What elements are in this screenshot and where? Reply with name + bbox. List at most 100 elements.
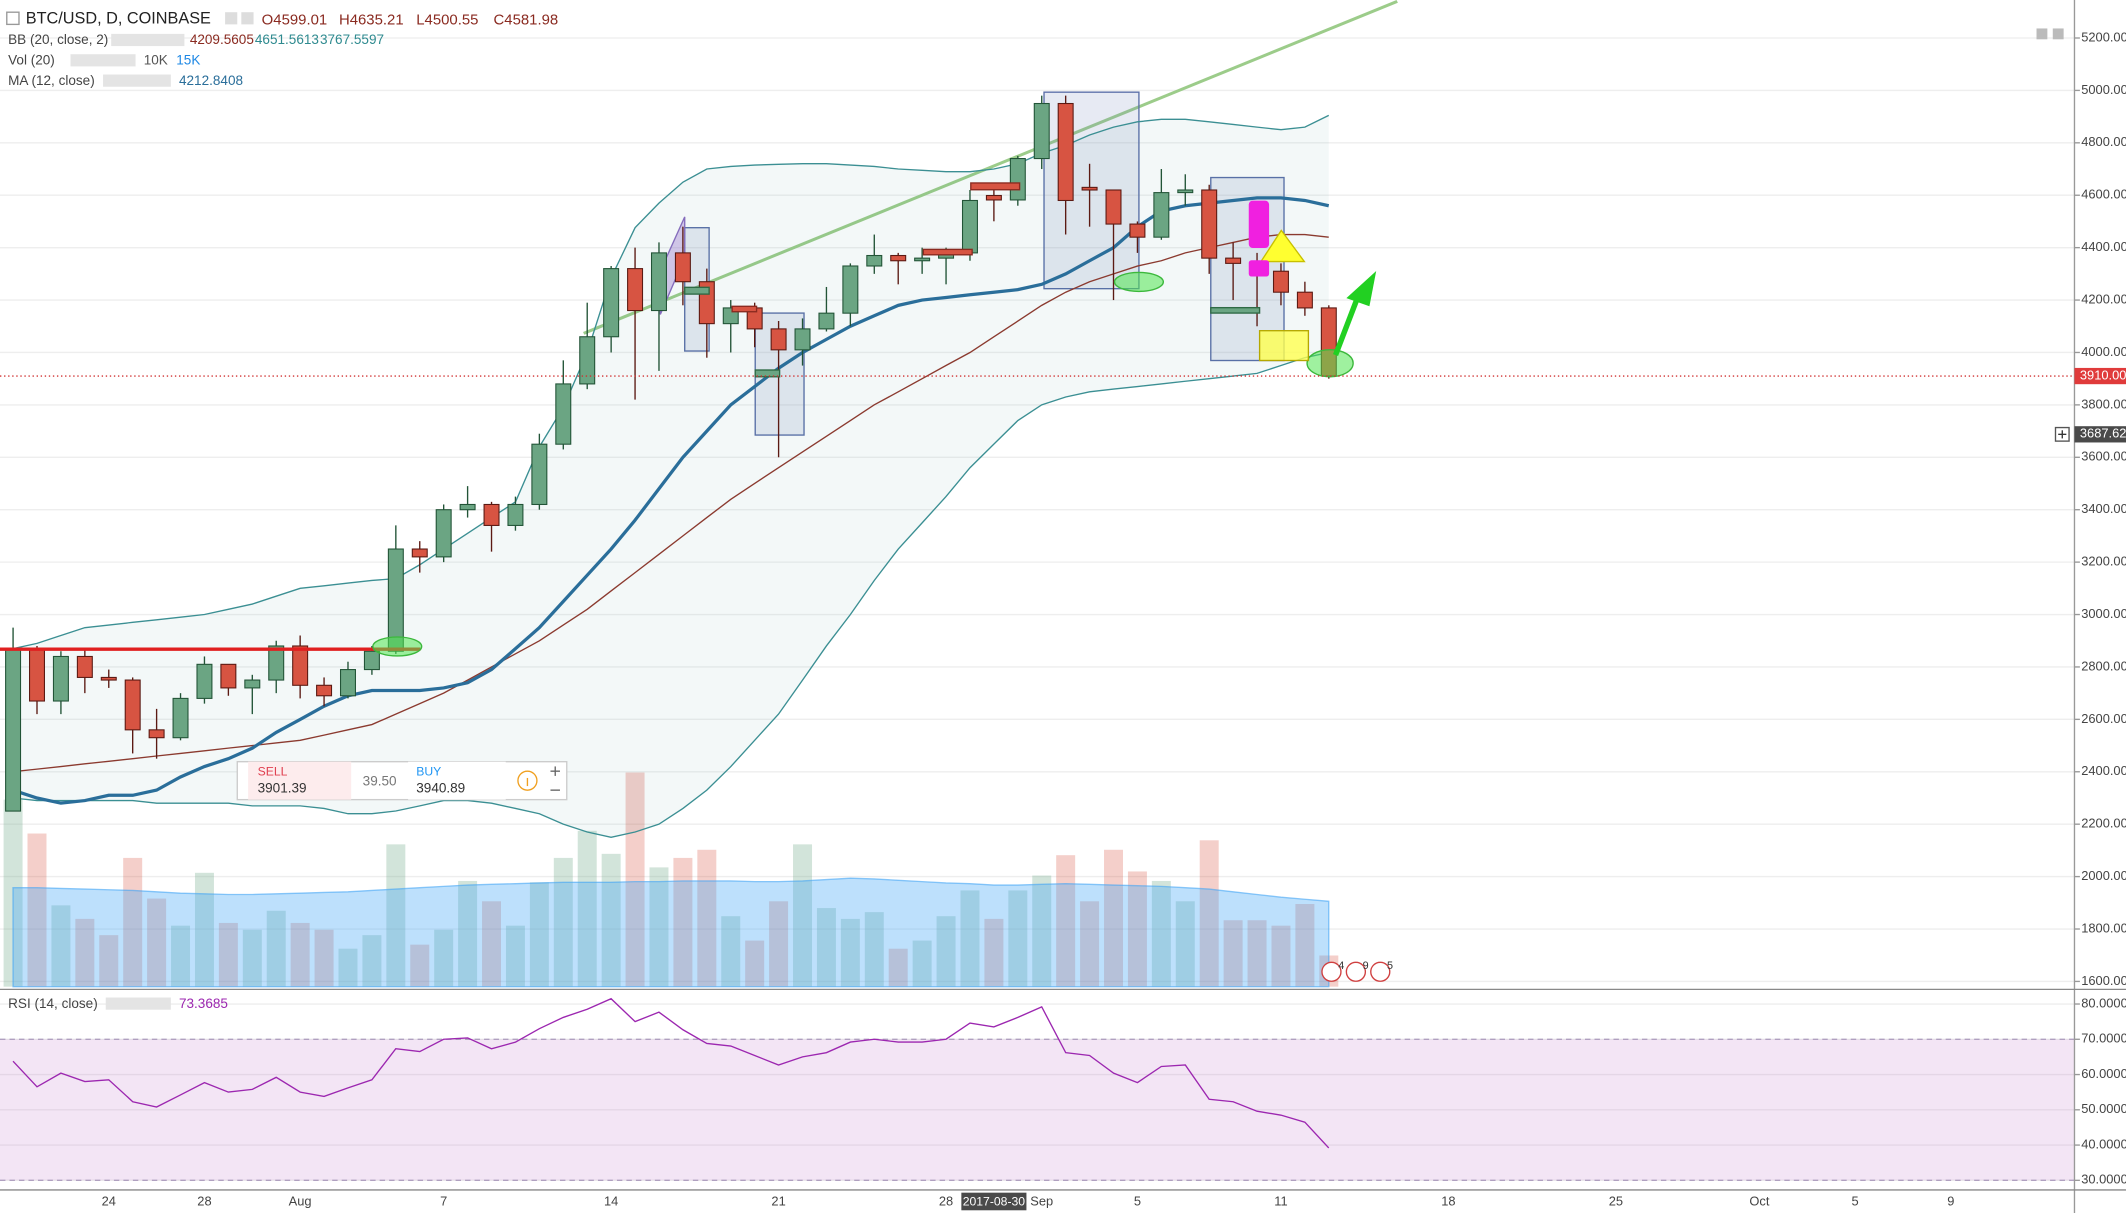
event-icon[interactable]: [1370, 961, 1391, 982]
vol-ma-value: 15K: [176, 53, 200, 68]
indicators: [12, 114, 1330, 1149]
y-tick-label: 50.0000: [2081, 1101, 2126, 1116]
volume-bar: [1199, 840, 1219, 987]
ellipse-drawing: [1306, 348, 1354, 378]
candle-body: [890, 254, 907, 262]
candle-body: [5, 648, 22, 812]
volume-bar: [1175, 901, 1195, 987]
candle-body: [52, 655, 69, 702]
candle-body: [220, 663, 237, 689]
sell-price: 3901.39: [258, 780, 307, 795]
volume-bar: [362, 935, 382, 987]
bb-lower: 3767.5597: [320, 32, 384, 47]
candle-body: [1129, 223, 1146, 238]
x-tick-label: 18: [1441, 1194, 1455, 1209]
y-tick-label: 2000.00: [2081, 868, 2126, 883]
rsi-line: [12, 997, 1330, 1149]
icons[interactable]: [111, 33, 185, 47]
volume-bar: [1247, 920, 1267, 987]
volume-bar: [1032, 875, 1052, 987]
candle-body: [507, 503, 524, 526]
candle-body: [531, 443, 548, 506]
candle-body: [818, 312, 835, 330]
x-tick-label: Oct: [1749, 1194, 1769, 1209]
y-tick-label: 2400.00: [2081, 763, 2126, 778]
candle-body: [674, 252, 691, 283]
volume-bar: [673, 857, 693, 987]
ma-line: [12, 196, 1330, 805]
volume-bar: [290, 922, 310, 987]
event-count: 5: [1387, 960, 1393, 972]
volume-bar: [1104, 849, 1124, 987]
candle-body: [961, 199, 978, 254]
volume-bar: [553, 857, 573, 987]
spread: 39.50: [363, 774, 397, 789]
buy-button[interactable]: [408, 761, 506, 800]
x-tick-label: 5: [1134, 1194, 1141, 1209]
crosshair-date-tag: [961, 1192, 1027, 1211]
volume-bar: [171, 925, 191, 987]
volume-bar: [434, 929, 454, 987]
volume-bar: [577, 830, 597, 987]
icons[interactable]: [105, 997, 171, 1010]
sell-button[interactable]: [248, 761, 352, 800]
price-level: [754, 369, 781, 378]
x-tick-label: 7: [440, 1194, 447, 1209]
candle-body: [1033, 102, 1050, 160]
last-price-tag: [2074, 367, 2126, 385]
candle-body: [1201, 189, 1218, 259]
price-level: [970, 182, 1021, 191]
ellipse-drawing: [1113, 271, 1165, 293]
volume-bar: [984, 918, 1004, 987]
volume-bar: [1295, 903, 1315, 987]
bb-lower: [12, 351, 1329, 839]
x-tick-label: 14: [604, 1194, 618, 1209]
x-tick-label: 5: [1852, 1194, 1859, 1209]
candle-body: [770, 328, 787, 351]
info-icon[interactable]: [517, 770, 538, 791]
last-price-label: 3910.00: [2080, 367, 2126, 382]
icon[interactable]: [225, 12, 238, 25]
icons[interactable]: [103, 74, 171, 87]
y-tick-label: 4600.00: [2081, 187, 2126, 202]
candle-body: [387, 548, 404, 652]
icon[interactable]: [241, 12, 254, 25]
y-tick-label: 4000.00: [2081, 344, 2126, 359]
icons[interactable]: [70, 54, 136, 67]
y-tick-label: 3000.00: [2081, 606, 2126, 621]
volume-bar: [864, 912, 884, 987]
volume-bar: [1008, 890, 1028, 987]
triangle-drawing: [1259, 229, 1306, 263]
y-tick-label: 1800.00: [2081, 920, 2126, 935]
pane-button[interactable]: [2052, 28, 2064, 40]
candle-body: [268, 645, 285, 681]
drawings-front: [0, 182, 1377, 657]
volume-bar: [697, 849, 717, 987]
bb-basis: 4209.5605: [190, 32, 254, 47]
volume-bar: [505, 925, 525, 987]
candle-body: [794, 328, 811, 351]
candle-body: [1153, 192, 1170, 238]
candle-body: [555, 383, 572, 445]
x-tick-label: Sep: [1030, 1194, 1053, 1209]
volume-bar: [27, 833, 47, 987]
event-count: 4: [1338, 960, 1344, 972]
y-tick-label: 4200.00: [2081, 291, 2126, 306]
arrow-head: [1346, 271, 1377, 307]
bb-upper: [12, 114, 1330, 650]
candle-body: [483, 503, 500, 526]
event-icon[interactable]: [1345, 961, 1367, 982]
candle-body: [244, 679, 261, 689]
volume-bar: [601, 853, 621, 987]
collapse-icon[interactable]: [6, 11, 20, 26]
volume-bar: [625, 772, 645, 987]
y-tick-label: 40.0000: [2081, 1136, 2126, 1151]
y-tick-label: 4800.00: [2081, 134, 2126, 149]
volume-bar: [410, 944, 430, 987]
event-icon[interactable]: [1321, 961, 1342, 982]
pane-button[interactable]: [2036, 28, 2048, 40]
trend-line: [583, 0, 1398, 335]
volume-bar: [482, 901, 502, 987]
volume-bar: [314, 929, 334, 987]
ohlc-open: O4599.01: [262, 12, 327, 28]
